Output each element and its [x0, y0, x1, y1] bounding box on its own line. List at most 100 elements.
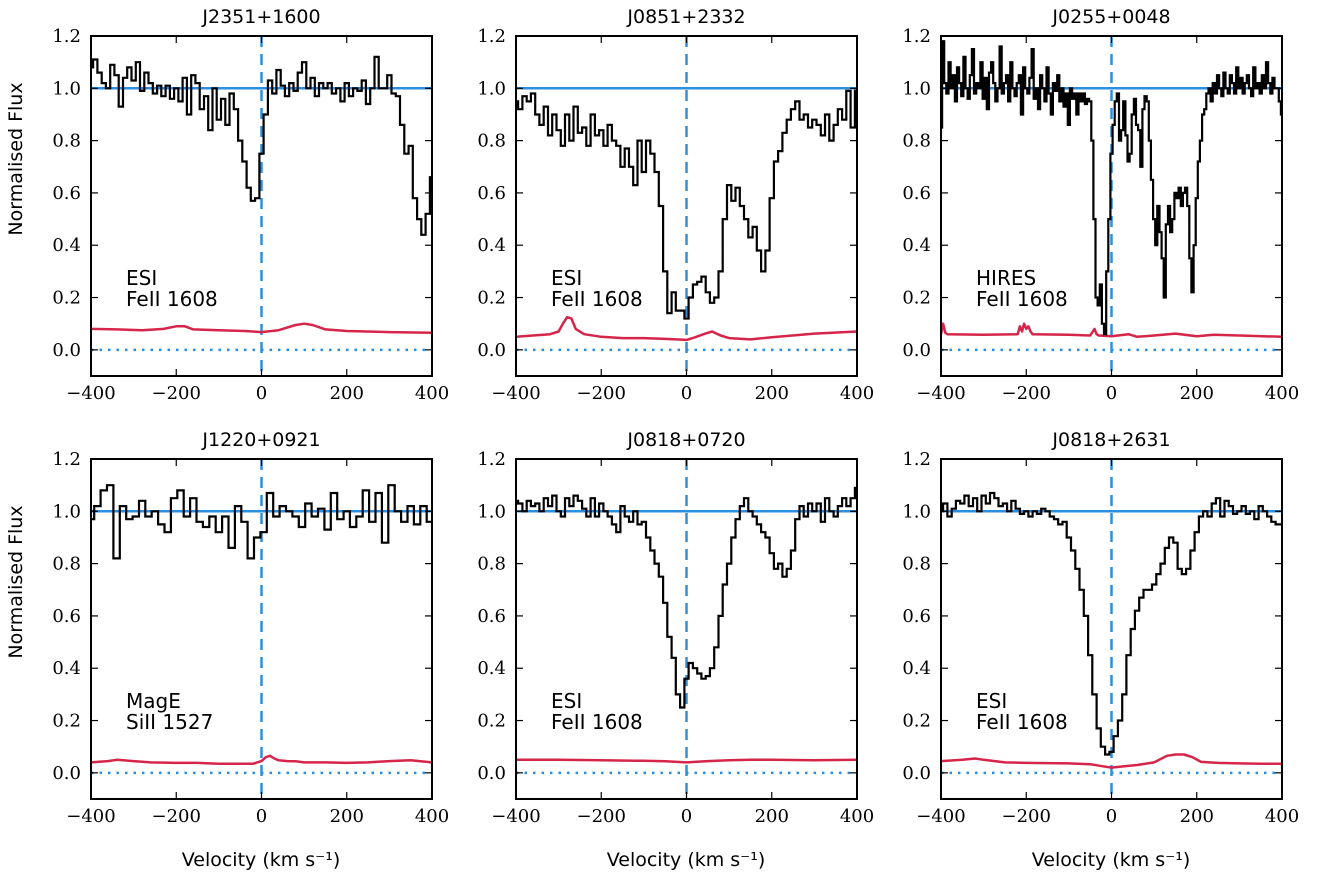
flux-spectrum	[91, 484, 432, 560]
flux-spectrum	[516, 486, 857, 709]
y-tick-label: 0.6	[52, 606, 81, 627]
y-tick-label: 0.8	[902, 554, 931, 575]
y-tick-label: 0.8	[477, 554, 506, 575]
y-tick-label: 0.0	[52, 763, 81, 784]
y-tick-label: 0.8	[52, 131, 81, 152]
flux-spectrum	[941, 491, 1282, 756]
plot-area	[516, 36, 857, 376]
plot-area	[91, 459, 432, 799]
y-tick-label: 0.8	[902, 131, 931, 152]
x-tick-label: 200	[330, 806, 364, 827]
y-axis-label-top: Normalised Flux	[5, 82, 27, 235]
instrument-label: ESI	[976, 689, 1007, 713]
y-tick-label: 1.0	[52, 501, 81, 522]
x-tick-label: 0	[681, 806, 692, 827]
x-tick-label: 400	[840, 383, 874, 404]
x-tick-label: 200	[1180, 383, 1214, 404]
y-tick-label: 0.4	[52, 658, 81, 679]
error-spectrum	[516, 758, 857, 764]
y-tick-label: 0.2	[477, 711, 506, 732]
transition-label: FeII 1608	[126, 287, 218, 311]
instrument-label: HIRES	[976, 266, 1036, 290]
x-tick-label: 0	[1106, 383, 1117, 404]
panel-2: −400 −200 0 200 400 0.0 0.2 0.4 0.6 0.8 1.0 1.2 J085…	[477, 6, 874, 404]
error-spectrum	[941, 322, 1282, 339]
y-tick-label: 0.0	[902, 340, 931, 361]
panel-title: J0851+2332	[626, 6, 745, 28]
y-tick-label: 0.4	[902, 658, 931, 679]
panel-5: −400 −200 0 200 400 0.0 0.2 0.4 0.6 0.8 1.0 1.2 J081…	[477, 429, 874, 827]
x-tick-label: 0	[1106, 806, 1117, 827]
x-tick-label: 400	[1265, 383, 1299, 404]
y-tick-label: 0.6	[477, 606, 506, 627]
y-tick-label: 0.8	[52, 554, 81, 575]
x-tick-label: −200	[577, 806, 626, 827]
y-tick-label: 1.2	[52, 26, 81, 47]
y-tick-label: 1.2	[902, 26, 931, 47]
x-tick-label: −400	[916, 383, 965, 404]
instrument-label: ESI	[551, 689, 582, 713]
y-tick-label: 0.4	[477, 235, 506, 256]
error-spectrum	[941, 753, 1282, 769]
y-tick-label: 0.6	[902, 183, 931, 204]
panel-1: −400 −200 0 200 400 0.0 0.2 0.4 0.6 0.8 1.0 1.2 J235…	[52, 6, 449, 404]
y-tick-label: 1.0	[477, 501, 506, 522]
y-tick-label: 1.0	[902, 501, 931, 522]
panel-4: −400 −200 0 200 400 0.0 0.2 0.4 0.6 0.8 1.0 1.2 J122…	[52, 429, 449, 827]
panel-title: J1220+0921	[201, 429, 320, 451]
x-tick-label: −400	[491, 806, 540, 827]
y-tick-label: 0.2	[52, 711, 81, 732]
flux-spectrum	[91, 55, 432, 236]
y-tick-label: 0.0	[477, 340, 506, 361]
panel-3: −400 −200 0 200 400 0.0 0.2 0.4 0.6 0.8 1.0 1.2 J025…	[902, 6, 1299, 404]
x-tick-label: −200	[1002, 383, 1051, 404]
y-tick-label: 0.4	[902, 235, 931, 256]
y-tick-label: 0.2	[902, 288, 931, 309]
y-tick-label: 0.0	[477, 763, 506, 784]
plot-area	[941, 459, 1282, 799]
y-tick-label: 1.2	[477, 26, 506, 47]
y-tick-label: 1.0	[477, 78, 506, 99]
y-tick-label: 0.6	[902, 606, 931, 627]
x-tick-label: −200	[152, 383, 201, 404]
y-tick-label: 0.2	[477, 288, 506, 309]
transition-label: FeII 1608	[551, 287, 643, 311]
flux-spectrum	[516, 89, 857, 320]
y-tick-label: 1.2	[52, 449, 81, 470]
y-tick-label: 1.2	[902, 449, 931, 470]
panel-6: −400 −200 0 200 400 0.0 0.2 0.4 0.6 0.8 1.0 1.2 J081…	[902, 429, 1299, 827]
y-axis-label-bottom: Normalised Flux	[5, 505, 27, 658]
plot-area	[941, 36, 1282, 376]
x-tick-label: 0	[256, 383, 267, 404]
y-tick-label: 1.2	[477, 449, 506, 470]
x-tick-label: 200	[755, 383, 789, 404]
y-tick-label: 0.0	[902, 763, 931, 784]
y-tick-label: 0.2	[902, 711, 931, 732]
y-tick-label: 0.6	[477, 183, 506, 204]
y-tick-label: 1.0	[902, 78, 931, 99]
x-axis-label-2: Velocity (km s⁻¹)	[607, 849, 766, 871]
x-tick-label: −200	[1002, 806, 1051, 827]
transition-label: FeII 1608	[976, 287, 1068, 311]
x-tick-label: −400	[916, 806, 965, 827]
y-tick-label: 0.4	[52, 235, 81, 256]
flux-spectrum	[941, 40, 1282, 336]
x-tick-label: −400	[66, 806, 115, 827]
x-tick-label: 0	[681, 383, 692, 404]
instrument-label: ESI	[551, 266, 582, 290]
x-tick-label: 0	[256, 806, 267, 827]
error-spectrum	[91, 754, 432, 765]
transition-label: FeII 1608	[976, 710, 1068, 734]
x-tick-label: −200	[577, 383, 626, 404]
error-spectrum	[91, 322, 432, 335]
x-tick-label: 400	[840, 806, 874, 827]
plot-area	[516, 459, 857, 799]
x-tick-label: 200	[330, 383, 364, 404]
y-tick-label: 0.0	[52, 340, 81, 361]
transition-label: SiII 1527	[126, 710, 213, 734]
x-tick-label: 200	[1180, 806, 1214, 827]
x-tick-label: −400	[491, 383, 540, 404]
x-tick-label: 400	[415, 383, 449, 404]
y-tick-label: 0.2	[52, 288, 81, 309]
